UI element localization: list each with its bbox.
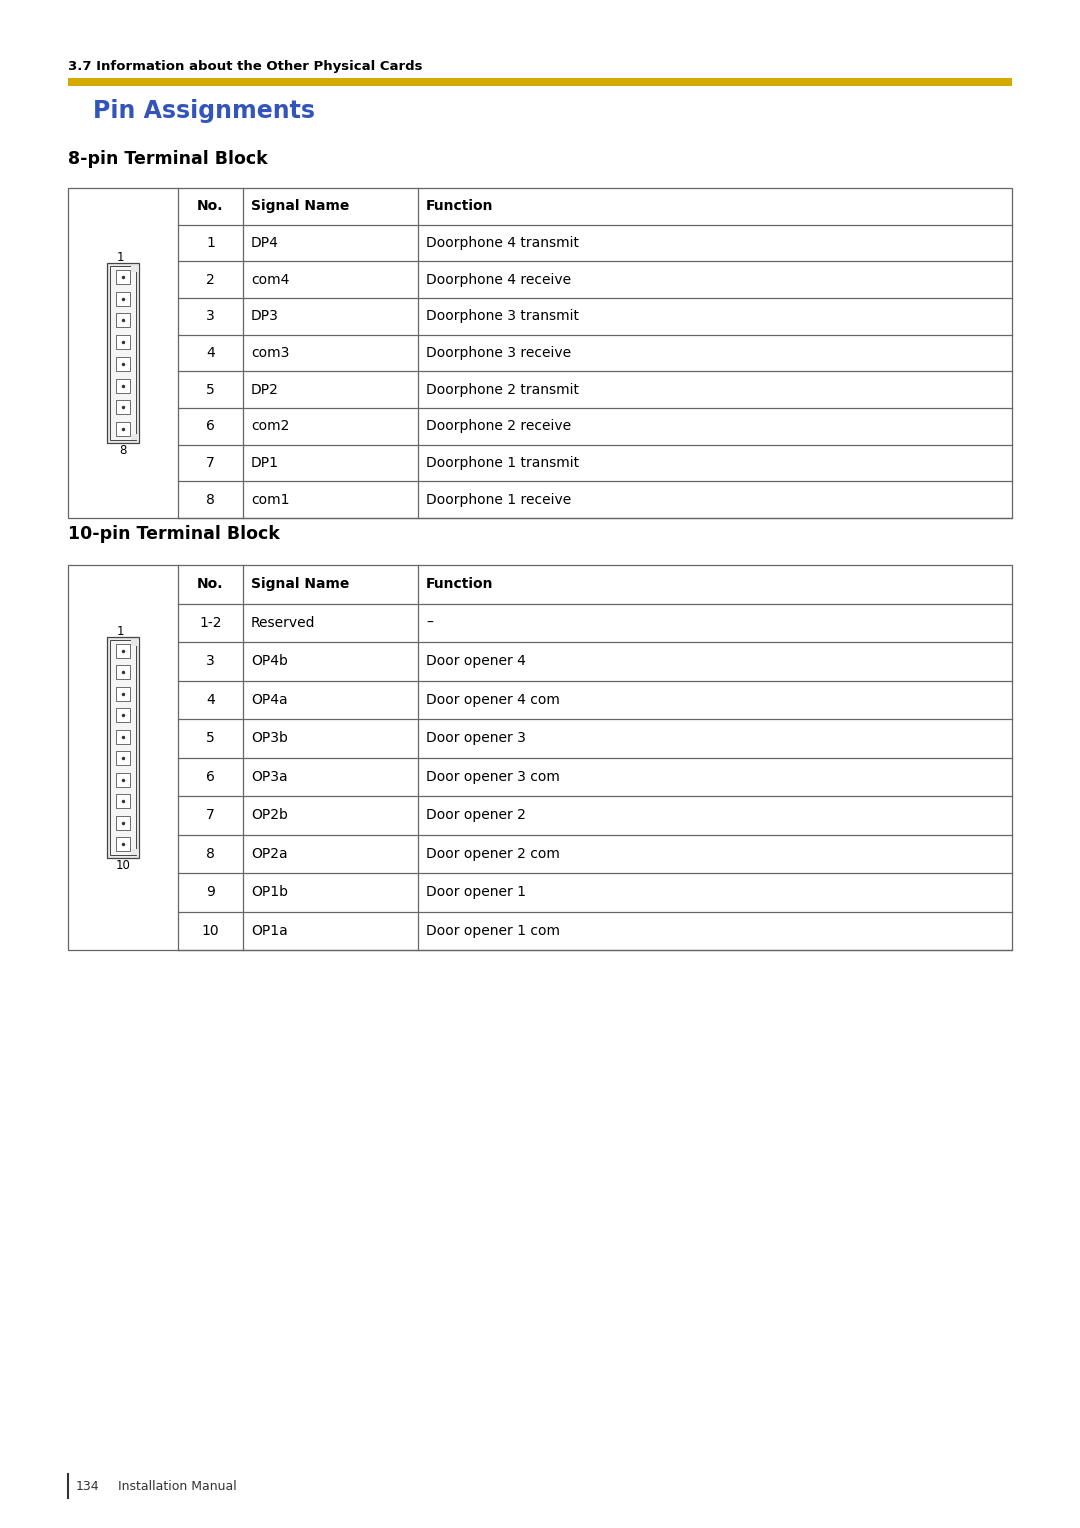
Bar	[110, 640, 136, 856]
Text: 8: 8	[206, 492, 215, 507]
Text: 9: 9	[206, 885, 215, 900]
Bar	[131, 434, 139, 440]
Bar	[116, 816, 130, 830]
Text: DP2: DP2	[251, 382, 279, 397]
Text: 8-pin Terminal Block: 8-pin Terminal Block	[68, 150, 268, 168]
Text: Doorphone 3 transmit: Doorphone 3 transmit	[426, 309, 579, 324]
Text: 4: 4	[206, 345, 215, 361]
Text: OP4a: OP4a	[251, 692, 287, 707]
Text: 6: 6	[206, 419, 215, 434]
Text: Door opener 1: Door opener 1	[426, 885, 526, 900]
Text: 2: 2	[206, 272, 215, 287]
Text: OP2b: OP2b	[251, 808, 288, 822]
Text: Signal Name: Signal Name	[251, 199, 349, 214]
Text: OP3b: OP3b	[251, 732, 288, 746]
Text: Doorphone 3 receive: Doorphone 3 receive	[426, 345, 571, 361]
Text: Installation Manual: Installation Manual	[118, 1479, 237, 1493]
Text: No.: No.	[198, 199, 224, 214]
Bar	[116, 773, 130, 787]
Text: OP4b: OP4b	[251, 654, 288, 668]
Bar	[116, 643, 130, 657]
Text: Signal Name: Signal Name	[251, 578, 349, 591]
Text: 6: 6	[206, 770, 215, 784]
Text: 5: 5	[206, 382, 215, 397]
Text: Door opener 4 com: Door opener 4 com	[426, 692, 559, 707]
Text: Function: Function	[426, 199, 494, 214]
Bar	[116, 292, 130, 306]
Text: Doorphone 2 receive: Doorphone 2 receive	[426, 419, 571, 434]
Text: DP4: DP4	[251, 235, 279, 251]
Text: DP1: DP1	[251, 455, 279, 471]
Text: 3: 3	[206, 654, 215, 668]
Bar	[107, 263, 139, 443]
Text: –: –	[426, 616, 433, 630]
Bar	[116, 422, 130, 435]
Bar	[116, 313, 130, 327]
Bar	[116, 686, 130, 701]
Text: 1: 1	[117, 625, 124, 639]
Bar	[131, 640, 139, 646]
Text: 10: 10	[116, 859, 131, 872]
Text: Doorphone 4 receive: Doorphone 4 receive	[426, 272, 571, 287]
Text: com3: com3	[251, 345, 289, 361]
Bar	[116, 400, 130, 414]
Text: Function: Function	[426, 578, 494, 591]
Bar	[116, 795, 130, 808]
Bar	[116, 730, 130, 744]
Text: Door opener 1 com: Door opener 1 com	[426, 924, 561, 938]
Text: 7: 7	[206, 808, 215, 822]
Text: 3.7 Information about the Other Physical Cards: 3.7 Information about the Other Physical…	[68, 60, 422, 73]
Bar	[131, 266, 139, 272]
Bar	[68, 78, 1012, 86]
Bar	[107, 637, 139, 859]
Text: OP2a: OP2a	[251, 847, 287, 860]
Text: com1: com1	[251, 492, 289, 507]
Text: Doorphone 4 transmit: Doorphone 4 transmit	[426, 235, 579, 251]
Bar	[131, 850, 139, 856]
Bar	[68, 188, 1012, 518]
Text: Doorphone 1 receive: Doorphone 1 receive	[426, 492, 571, 507]
Text: Door opener 3: Door opener 3	[426, 732, 526, 746]
Text: 1-2: 1-2	[199, 616, 221, 630]
Text: 134: 134	[76, 1479, 99, 1493]
Bar	[116, 752, 130, 766]
Text: Door opener 4: Door opener 4	[426, 654, 526, 668]
Text: No.: No.	[198, 578, 224, 591]
Text: Door opener 2 com: Door opener 2 com	[426, 847, 559, 860]
Bar	[116, 837, 130, 851]
Text: DP3: DP3	[251, 309, 279, 324]
Bar	[116, 709, 130, 723]
Bar	[116, 665, 130, 680]
Text: Doorphone 1 transmit: Doorphone 1 transmit	[426, 455, 579, 471]
Text: 10-pin Terminal Block: 10-pin Terminal Block	[68, 526, 280, 542]
Text: Reserved: Reserved	[251, 616, 315, 630]
Text: 5: 5	[206, 732, 215, 746]
Text: 4: 4	[206, 692, 215, 707]
Text: 8: 8	[119, 445, 126, 457]
Bar	[68, 565, 1012, 950]
Text: 8: 8	[206, 847, 215, 860]
Text: 3: 3	[206, 309, 215, 324]
Text: Doorphone 2 transmit: Doorphone 2 transmit	[426, 382, 579, 397]
Text: Door opener 2: Door opener 2	[426, 808, 526, 822]
Text: Door opener 3 com: Door opener 3 com	[426, 770, 559, 784]
Text: Pin Assignments: Pin Assignments	[93, 99, 315, 122]
Bar	[110, 266, 136, 440]
Text: com4: com4	[251, 272, 289, 287]
Bar	[116, 270, 130, 284]
Text: OP1b: OP1b	[251, 885, 288, 900]
Text: 10: 10	[202, 924, 219, 938]
Bar	[116, 358, 130, 371]
Text: 1: 1	[206, 235, 215, 251]
Text: OP1a: OP1a	[251, 924, 287, 938]
Bar	[116, 335, 130, 348]
Text: 7: 7	[206, 455, 215, 471]
Text: 1: 1	[117, 251, 124, 264]
Bar	[116, 379, 130, 393]
Text: OP3a: OP3a	[251, 770, 287, 784]
Text: com2: com2	[251, 419, 289, 434]
